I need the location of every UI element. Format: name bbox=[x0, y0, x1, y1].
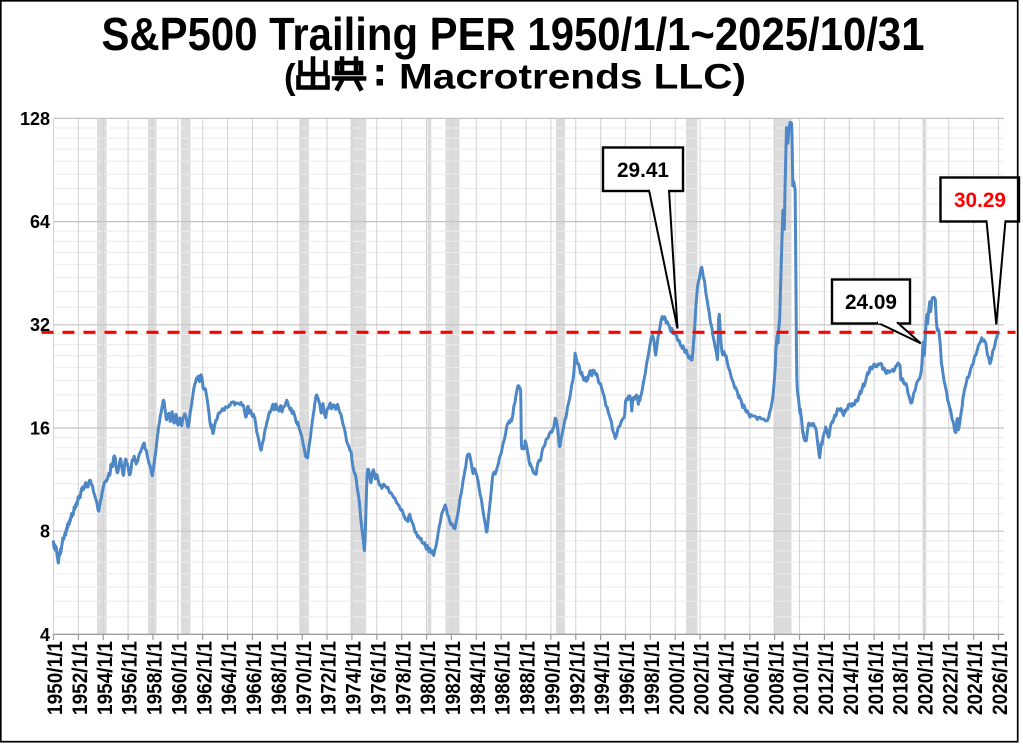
svg-text:1972/1/1: 1972/1/1 bbox=[317, 641, 341, 715]
svg-text:1994/1/1: 1994/1/1 bbox=[590, 641, 614, 715]
svg-text:Macrotrends LLC): Macrotrends LLC) bbox=[399, 58, 746, 97]
svg-text:S&P500 Trailing PER 1950/1/1~2: S&P500 Trailing PER 1950/1/1~2025/10/31 bbox=[102, 8, 925, 60]
svg-text:1996/1/1: 1996/1/1 bbox=[615, 641, 639, 715]
svg-text:128: 128 bbox=[20, 109, 50, 129]
svg-text:1990/1/1: 1990/1/1 bbox=[541, 641, 565, 715]
svg-text:1958/1/1: 1958/1/1 bbox=[143, 641, 167, 715]
svg-text:2018/1/1: 2018/1/1 bbox=[889, 641, 913, 715]
svg-text:1986/1/1: 1986/1/1 bbox=[491, 641, 515, 715]
svg-text:30.29: 30.29 bbox=[954, 188, 1006, 212]
svg-text:8: 8 bbox=[40, 522, 50, 542]
svg-text:64: 64 bbox=[30, 212, 50, 232]
svg-text:(: ( bbox=[284, 58, 296, 97]
svg-text:1962/1/1: 1962/1/1 bbox=[192, 641, 216, 715]
svg-text:1998/1/1: 1998/1/1 bbox=[640, 641, 664, 715]
svg-text:1964/1/1: 1964/1/1 bbox=[217, 641, 241, 715]
svg-text:1952/1/1: 1952/1/1 bbox=[68, 641, 92, 715]
svg-text:1968/1/1: 1968/1/1 bbox=[267, 641, 291, 715]
svg-text:2022/1/1: 2022/1/1 bbox=[938, 641, 962, 715]
svg-text:1978/1/1: 1978/1/1 bbox=[391, 641, 415, 715]
svg-text:1974/1/1: 1974/1/1 bbox=[342, 641, 366, 715]
svg-text:16: 16 bbox=[30, 418, 50, 438]
svg-text:1984/1/1: 1984/1/1 bbox=[466, 641, 490, 715]
svg-text:1954/1/1: 1954/1/1 bbox=[93, 641, 117, 715]
svg-text:2010/1/1: 2010/1/1 bbox=[789, 641, 813, 715]
svg-text:4: 4 bbox=[40, 625, 50, 645]
svg-text:1980/1/1: 1980/1/1 bbox=[416, 641, 440, 715]
svg-text:32: 32 bbox=[30, 315, 50, 335]
svg-text:2016/1/1: 2016/1/1 bbox=[864, 641, 888, 715]
svg-text:1950/1/1: 1950/1/1 bbox=[43, 641, 67, 715]
svg-text:2004/1/1: 2004/1/1 bbox=[715, 641, 739, 715]
svg-text:1992/1/1: 1992/1/1 bbox=[565, 641, 589, 715]
svg-text:1970/1/1: 1970/1/1 bbox=[292, 641, 316, 715]
svg-text:2006/1/1: 2006/1/1 bbox=[739, 641, 763, 715]
svg-text:2026/1/1: 2026/1/1 bbox=[988, 641, 1012, 715]
svg-text:2024/1/1: 2024/1/1 bbox=[963, 641, 987, 715]
svg-text:1976/1/1: 1976/1/1 bbox=[366, 641, 390, 715]
svg-text:1956/1/1: 1956/1/1 bbox=[118, 641, 142, 715]
svg-text:2020/1/1: 2020/1/1 bbox=[914, 641, 938, 715]
svg-text:1960/1/1: 1960/1/1 bbox=[167, 641, 191, 715]
svg-text:2002/1/1: 2002/1/1 bbox=[690, 641, 714, 715]
svg-text:24.09: 24.09 bbox=[845, 290, 897, 314]
svg-text:1966/1/1: 1966/1/1 bbox=[242, 641, 266, 715]
svg-text:2008/1/1: 2008/1/1 bbox=[764, 641, 788, 715]
svg-text:2000/1/1: 2000/1/1 bbox=[665, 641, 689, 715]
svg-text:2012/1/1: 2012/1/1 bbox=[814, 641, 838, 715]
svg-text:1988/1/1: 1988/1/1 bbox=[516, 641, 540, 715]
svg-text:1982/1/1: 1982/1/1 bbox=[441, 641, 465, 715]
svg-text:29.41: 29.41 bbox=[617, 158, 669, 182]
svg-text:2014/1/1: 2014/1/1 bbox=[839, 641, 863, 715]
